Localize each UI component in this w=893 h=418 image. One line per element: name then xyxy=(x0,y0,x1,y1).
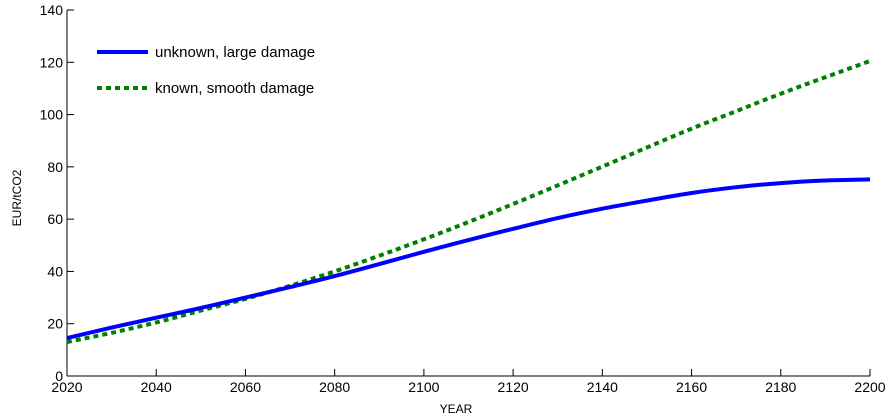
y-tick-label: 80 xyxy=(47,159,63,175)
y-tick-label: 0 xyxy=(55,368,63,384)
y-tick-label: 100 xyxy=(40,107,64,123)
y-tick-label: 60 xyxy=(47,211,63,227)
x-tick-label: 2180 xyxy=(765,379,796,395)
x-tick-label: 2200 xyxy=(854,379,885,395)
x-tick-label: 2120 xyxy=(498,379,529,395)
y-axis-label: EUR/tCO2 xyxy=(10,169,24,226)
series-layer xyxy=(66,59,871,344)
series-line-unknown-large-damage xyxy=(66,177,871,341)
y-tick-label: 40 xyxy=(47,263,63,279)
x-tick-label: 2080 xyxy=(319,379,350,395)
y-tick-label: 120 xyxy=(40,54,64,70)
legend-label: unknown, large damage xyxy=(155,44,315,61)
x-tick-label: 2040 xyxy=(141,379,172,395)
y-tick-label: 140 xyxy=(40,2,64,18)
x-axis-label: YEAR xyxy=(440,402,473,416)
x-tick-label: 2060 xyxy=(230,379,261,395)
legend-label: known, smooth damage xyxy=(155,80,314,97)
series-line-known-smooth-damage xyxy=(66,59,871,344)
x-tick-label: 2100 xyxy=(408,379,439,395)
axis-ticks: 2020 2040 2060 2080 2100 2120 2140 2160 2180 2200… xyxy=(40,2,886,395)
axes-frame xyxy=(66,10,870,377)
x-tick-label: 2020 xyxy=(51,379,82,395)
x-tick-label: 2160 xyxy=(676,379,707,395)
y-tick-label: 20 xyxy=(47,316,63,332)
x-tick-label: 2140 xyxy=(587,379,618,395)
legend: unknown, large damage known, smooth damag… xyxy=(97,44,315,97)
